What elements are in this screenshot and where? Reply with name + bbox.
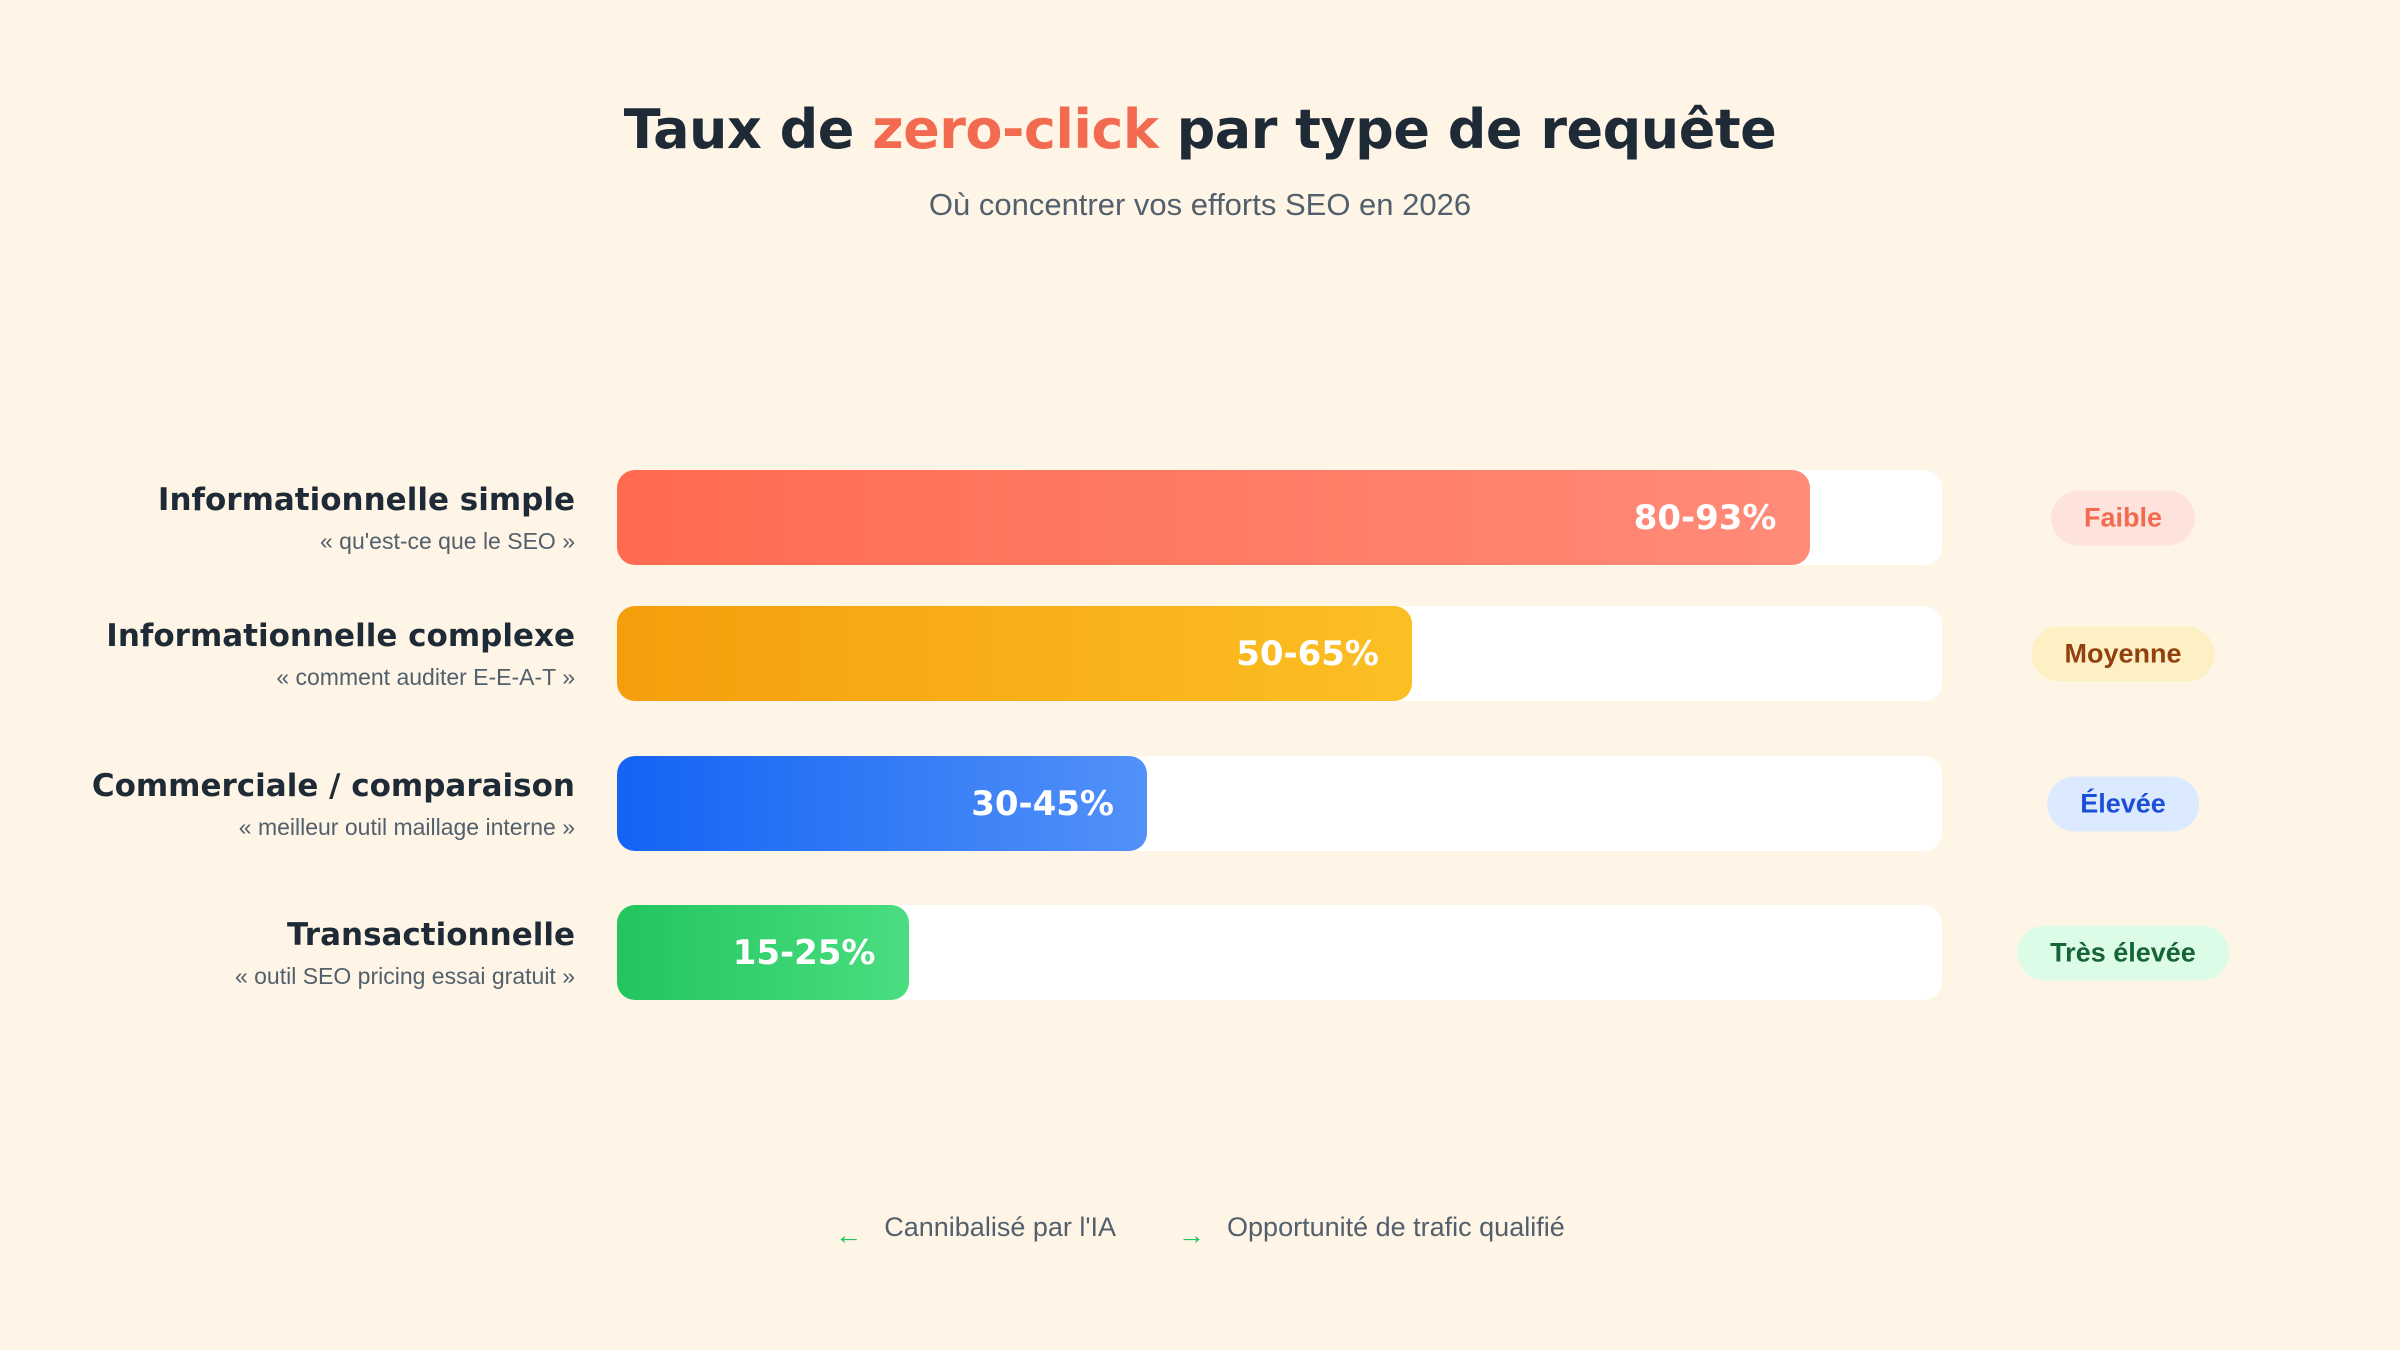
chart-title: Taux de zero-click par type de requête xyxy=(0,98,2400,161)
bar-track: 30-45% xyxy=(617,756,1942,851)
category-example: « qu'est-ce que le SEO » xyxy=(320,527,575,554)
legend-symbol: → xyxy=(1178,1220,1206,1250)
bar: 30-45% xyxy=(617,756,1147,851)
legend-symbol: ← xyxy=(835,1220,863,1250)
legend-label: Cannibalisé par l'IA xyxy=(884,1212,1117,1242)
bar: 15-25% xyxy=(617,905,909,1000)
title-part: par type de requête xyxy=(1158,98,1777,161)
category-name: Commerciale / comparaison xyxy=(91,767,575,804)
category-example: « meilleur outil maillage interne » xyxy=(238,813,575,840)
category-label: Informationnelle complexe « comment audit… xyxy=(15,614,575,694)
priority-badge: Faible xyxy=(2050,490,2196,545)
category-example: « outil SEO pricing essai gratuit » xyxy=(234,962,575,989)
legend: ← Cannibalisé par l'IA → Opportunité de tra… xyxy=(0,1212,2400,1250)
title-part: Taux de xyxy=(623,98,873,161)
category-example: « comment auditer E-E-A-T » xyxy=(276,663,575,690)
category-name: Informationnelle complexe xyxy=(106,617,575,654)
priority-badge: Élevée xyxy=(2047,776,2199,831)
bar: 50-65% xyxy=(617,606,1412,701)
bar: 80-93% xyxy=(617,470,1810,565)
category-label: Commerciale / comparaison « meilleur outi… xyxy=(15,764,575,844)
legend-item: ← Cannibalisé par l'IA xyxy=(835,1212,1117,1250)
bar-track: 80-93% xyxy=(617,470,1942,565)
bar-range-label: 30-45% xyxy=(971,783,1114,824)
category-label: Informationnelle simple « qu'est-ce que l… xyxy=(15,478,575,558)
category-name: Transactionnelle xyxy=(287,916,575,953)
bar-range-label: 50-65% xyxy=(1236,633,1379,674)
priority-badge: Moyenne xyxy=(2031,626,2215,681)
legend-item: → Opportunité de trafic qualifié xyxy=(1178,1212,1565,1250)
category-name: Informationnelle simple xyxy=(157,481,575,518)
chart-subtitle: Où concentrer vos efforts SEO en 2026 xyxy=(928,187,1472,222)
bar-range-label: 80-93% xyxy=(1633,497,1777,538)
legend-label: Opportunité de trafic qualifié xyxy=(1227,1212,1565,1242)
priority-badge: Très élevée xyxy=(2017,925,2229,980)
bar-track: 15-25% xyxy=(617,905,1942,1000)
bar-track: 50-65% xyxy=(617,606,1942,701)
category-label: Transactionnelle « outil SEO pricing essa… xyxy=(15,913,575,993)
title-highlight: zero-click xyxy=(872,98,1159,161)
bar-range-label: 15-25% xyxy=(732,932,876,973)
